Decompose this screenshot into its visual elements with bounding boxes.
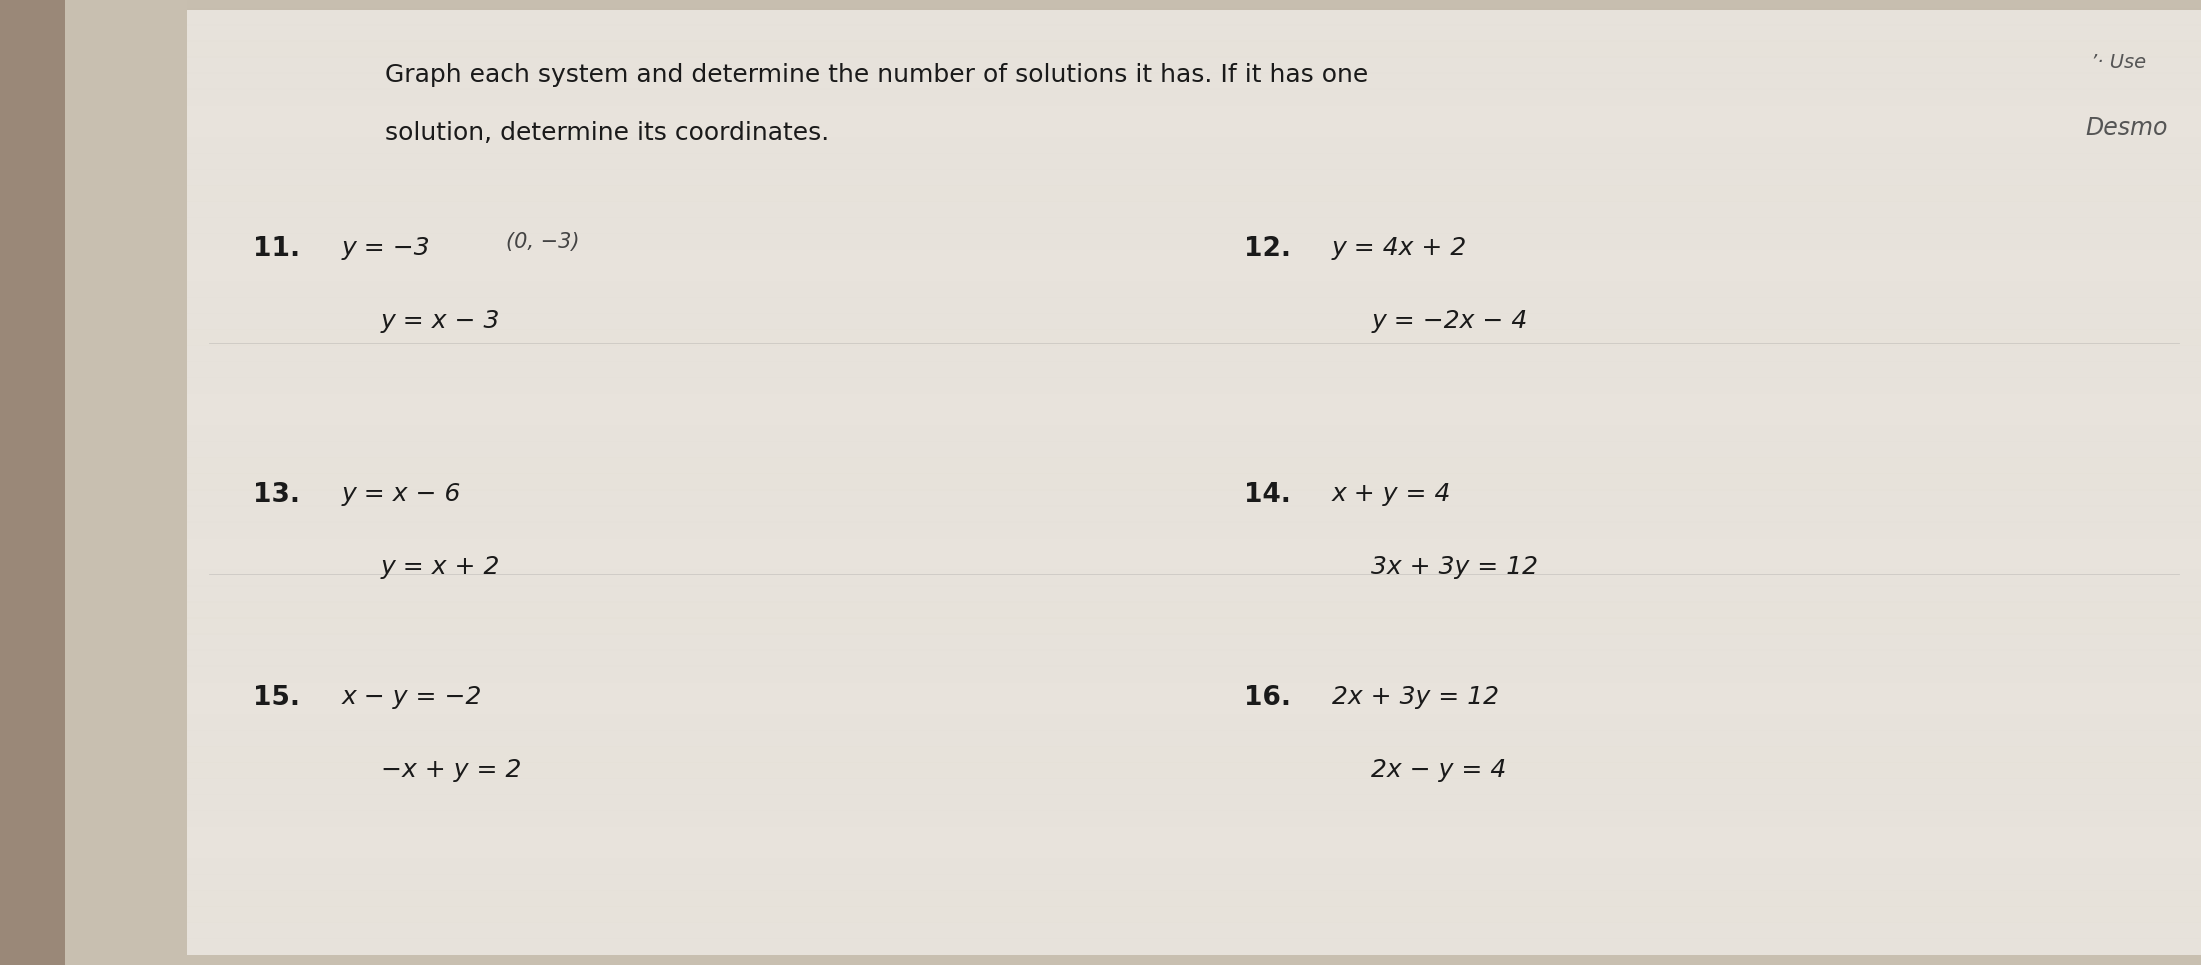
Bar bbox=[187, 0, 2201, 10]
Bar bbox=[187, 538, 2201, 555]
Bar bbox=[187, 553, 2201, 570]
Bar bbox=[187, 730, 2201, 747]
Bar bbox=[187, 713, 2201, 731]
Bar bbox=[187, 281, 2201, 298]
Bar bbox=[187, 794, 2201, 812]
Text: 2x + 3y = 12: 2x + 3y = 12 bbox=[1332, 685, 1499, 709]
Bar bbox=[187, 506, 2201, 523]
Bar bbox=[187, 649, 2201, 667]
Text: x − y = −2: x − y = −2 bbox=[341, 685, 482, 709]
Bar bbox=[187, 313, 2201, 330]
Bar bbox=[187, 473, 2201, 490]
Bar bbox=[187, 9, 2201, 26]
Bar bbox=[187, 810, 2201, 827]
Bar bbox=[187, 938, 2201, 955]
Bar bbox=[187, 361, 2201, 378]
Bar bbox=[187, 201, 2201, 218]
Bar bbox=[187, 425, 2201, 442]
Bar bbox=[187, 890, 2201, 907]
Bar bbox=[187, 89, 2201, 106]
Text: 16.: 16. bbox=[1244, 685, 1290, 711]
Bar bbox=[187, 56, 2201, 73]
Text: solution, determine its coordinates.: solution, determine its coordinates. bbox=[385, 121, 830, 145]
Bar bbox=[187, 104, 2201, 122]
Bar bbox=[0, 0, 66, 965]
Text: y = −3: y = −3 bbox=[341, 236, 429, 261]
Bar bbox=[187, 264, 2201, 282]
Text: 3x + 3y = 12: 3x + 3y = 12 bbox=[1371, 555, 1538, 579]
Bar bbox=[187, 601, 2201, 619]
Text: Desmo: Desmo bbox=[2087, 116, 2168, 140]
Bar bbox=[187, 41, 2201, 58]
Bar bbox=[187, 858, 2201, 875]
Bar bbox=[187, 746, 2201, 763]
Bar bbox=[187, 489, 2201, 507]
Text: ’· Use: ’· Use bbox=[2091, 53, 2146, 72]
Text: x + y = 4: x + y = 4 bbox=[1332, 482, 1450, 507]
Bar bbox=[187, 681, 2201, 699]
Bar bbox=[187, 24, 2201, 41]
Text: y = x − 3: y = x − 3 bbox=[381, 309, 500, 333]
Text: 11.: 11. bbox=[253, 236, 299, 262]
Bar bbox=[187, 778, 2201, 795]
Bar bbox=[187, 136, 2201, 153]
Text: 13.: 13. bbox=[253, 482, 299, 509]
Text: 12.: 12. bbox=[1244, 236, 1290, 262]
Bar bbox=[187, 152, 2201, 170]
Bar bbox=[187, 698, 2201, 715]
Text: 14.: 14. bbox=[1244, 482, 1290, 509]
Bar bbox=[187, 249, 2201, 266]
Bar bbox=[187, 826, 2201, 843]
Text: (0, −3): (0, −3) bbox=[506, 232, 579, 252]
Bar bbox=[187, 618, 2201, 635]
Bar bbox=[187, 217, 2201, 234]
Bar bbox=[187, 345, 2201, 362]
Bar bbox=[187, 569, 2201, 587]
Bar bbox=[187, 521, 2201, 538]
Bar bbox=[187, 457, 2201, 475]
Text: y = x + 2: y = x + 2 bbox=[381, 555, 500, 579]
Bar bbox=[187, 409, 2201, 427]
Text: −x + y = 2: −x + y = 2 bbox=[381, 758, 522, 782]
Text: 2x − y = 4: 2x − y = 4 bbox=[1371, 758, 1505, 782]
Bar bbox=[187, 184, 2201, 202]
Text: y = x − 6: y = x − 6 bbox=[341, 482, 460, 507]
Bar bbox=[187, 377, 2201, 395]
Bar bbox=[187, 297, 2201, 315]
Bar bbox=[187, 666, 2201, 683]
Bar bbox=[187, 761, 2201, 779]
Bar bbox=[187, 841, 2201, 859]
Bar bbox=[187, 233, 2201, 250]
Text: 15.: 15. bbox=[253, 685, 299, 711]
Bar bbox=[187, 633, 2201, 650]
Text: y = 4x + 2: y = 4x + 2 bbox=[1332, 236, 1466, 261]
Bar bbox=[187, 586, 2201, 603]
Bar bbox=[187, 441, 2201, 458]
Bar bbox=[187, 169, 2201, 186]
Bar bbox=[187, 922, 2201, 939]
Bar bbox=[187, 393, 2201, 410]
Text: Graph each system and determine the number of solutions it has. If it has one: Graph each system and determine the numb… bbox=[385, 63, 1369, 87]
Bar bbox=[187, 329, 2201, 346]
Bar bbox=[187, 874, 2201, 892]
Text: y = −2x − 4: y = −2x − 4 bbox=[1371, 309, 1527, 333]
Bar bbox=[187, 906, 2201, 924]
Bar bbox=[187, 72, 2201, 90]
Bar bbox=[187, 121, 2201, 138]
